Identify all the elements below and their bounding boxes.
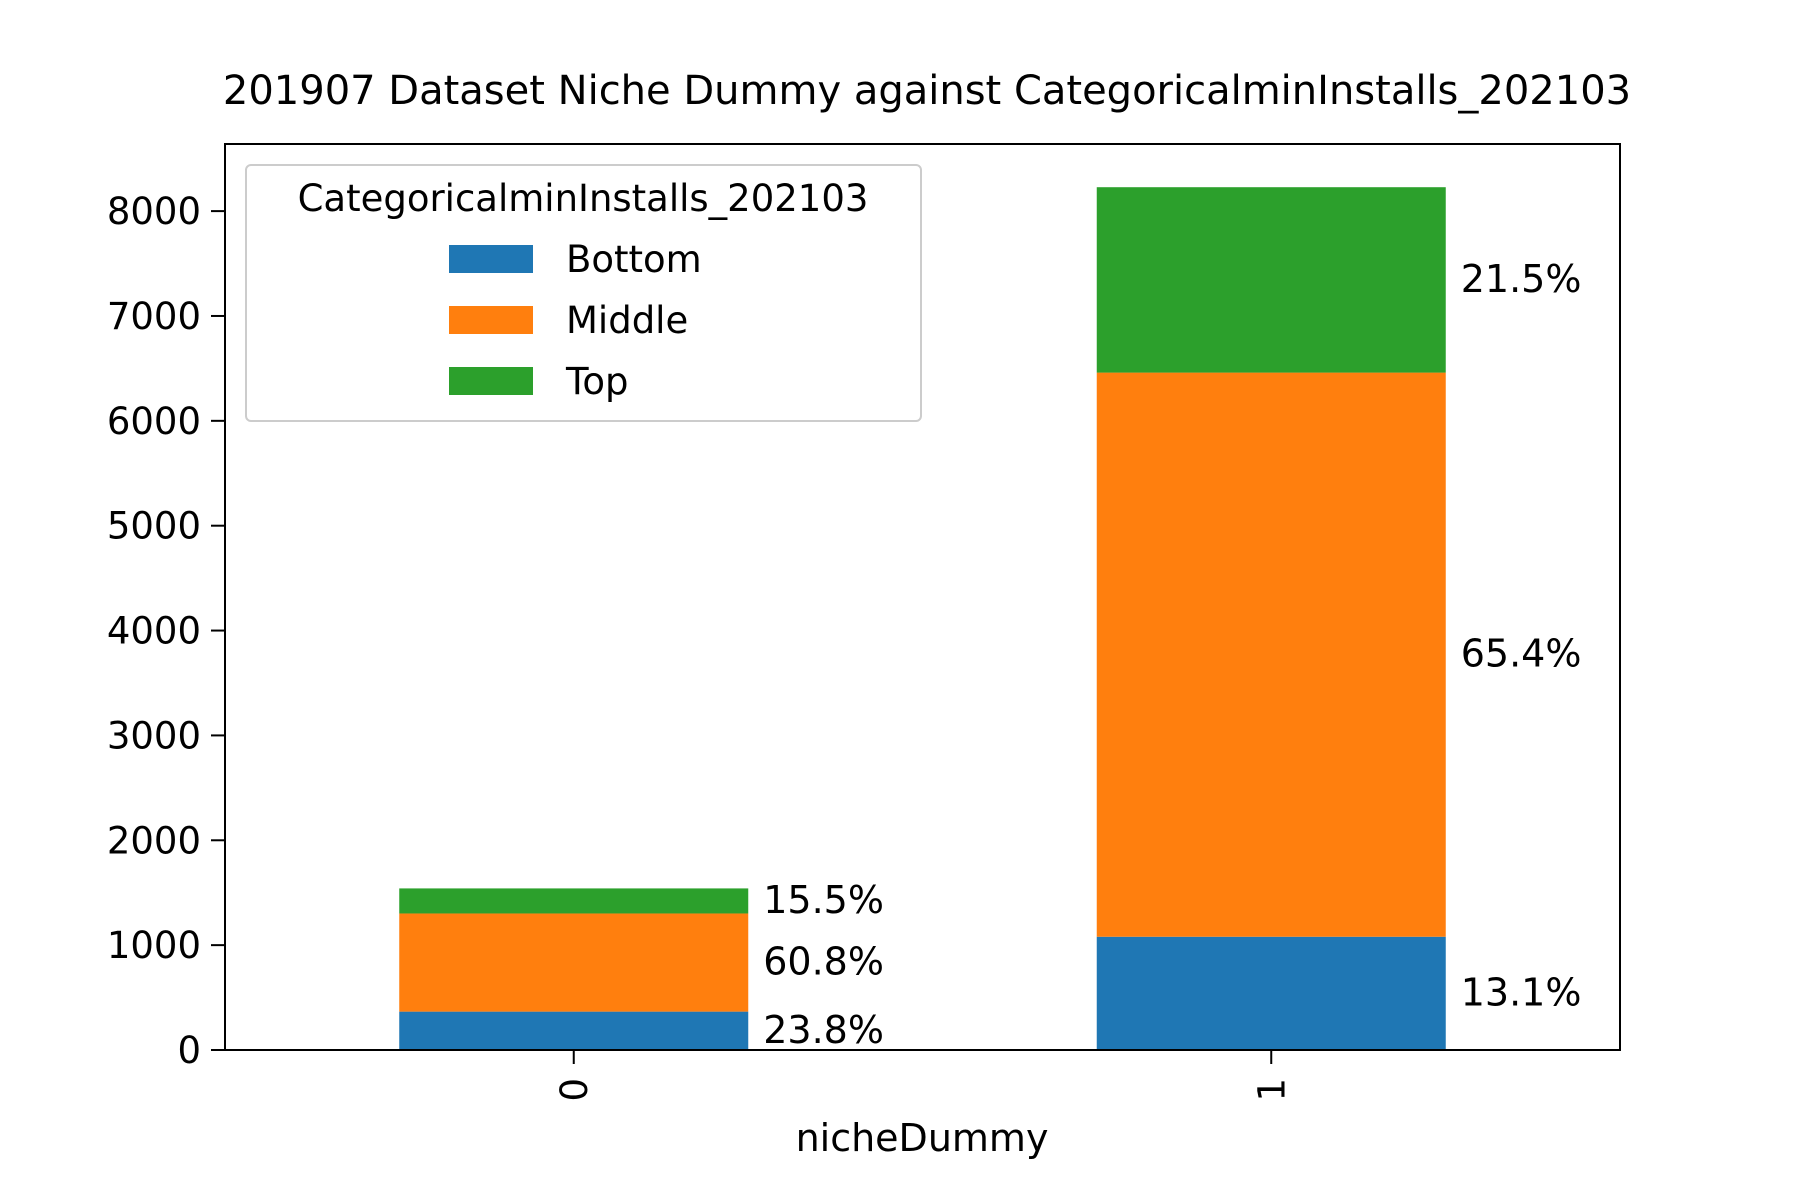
y-tick-label-2000: 2000	[107, 819, 201, 862]
bar-label-bottom-1: 13.1%	[1461, 970, 1582, 1014]
x-tick-label-1: 1	[1250, 1078, 1293, 1102]
legend-label-top: Top	[565, 360, 628, 403]
y-axis: 0 1000 2000 3000 4000 5000 6000 7000 8000	[107, 190, 225, 1072]
bar-middle-0	[399, 913, 749, 1012]
y-tick-label-0: 0	[177, 1029, 201, 1072]
y-tick-label-1000: 1000	[107, 924, 201, 967]
bar-bottom-0	[399, 1011, 749, 1050]
bar-bottom-1	[1096, 936, 1446, 1050]
legend-title: CategoricalminInstalls_202103	[298, 177, 869, 220]
legend-label-bottom: Bottom	[566, 238, 702, 281]
x-axis-label: nicheDummy	[796, 1116, 1049, 1160]
y-tick-label-5000: 5000	[107, 505, 201, 548]
plot-frame	[224, 143, 1621, 1051]
y-tick-label-3000: 3000	[107, 714, 201, 757]
y-tick-label-6000: 6000	[107, 400, 201, 443]
legend: CategoricalminInstalls_202103 Bottom Middl…	[245, 164, 922, 422]
x-tick-label-0: 0	[553, 1078, 596, 1102]
bar-label-middle-0: 60.8%	[763, 940, 884, 984]
bars-group	[399, 187, 1446, 1050]
legend-frame	[245, 164, 922, 422]
bar-top-0	[399, 888, 749, 914]
bar-label-bottom-0: 23.8%	[763, 1008, 884, 1052]
y-tick-label-4000: 4000	[107, 610, 201, 653]
legend-swatch-bottom	[449, 245, 533, 273]
bar-middle-1	[1096, 372, 1446, 937]
bar-labels-group: 23.8% 60.8% 15.5% 13.1% 65.4% 21.5%	[763, 257, 1581, 1052]
chart-title: 201907 Dataset Niche Dummy against Categ…	[223, 68, 1631, 114]
y-tick-label-7000: 7000	[107, 295, 201, 338]
bar-top-1	[1096, 187, 1446, 373]
legend-swatch-top	[449, 367, 533, 395]
y-tick-label-8000: 8000	[107, 190, 201, 233]
bar-label-top-0: 15.5%	[763, 878, 884, 922]
legend-swatch-middle	[449, 306, 533, 334]
bar-label-middle-1: 65.4%	[1461, 632, 1582, 676]
legend-label-middle: Middle	[566, 299, 688, 342]
bar-label-top-1: 21.5%	[1461, 257, 1582, 301]
